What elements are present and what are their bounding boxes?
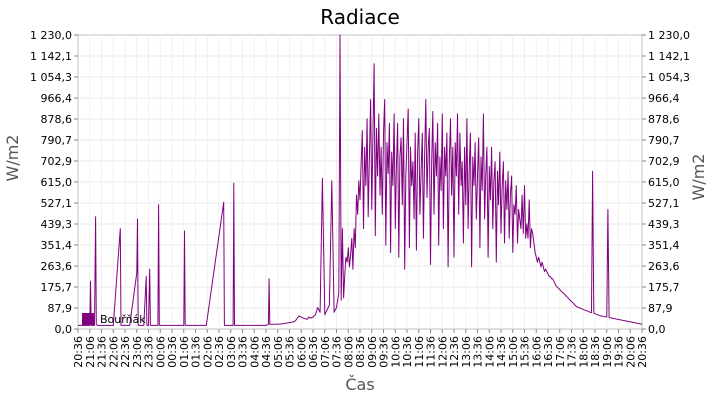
y-tick-label-right: 87,9 <box>648 302 673 315</box>
legend: Bouřňák <box>82 313 146 326</box>
y-tick-label-left: 351,4 <box>41 239 73 252</box>
y-tick-label-right: 175,7 <box>648 281 680 294</box>
y-axis-label-right: W/m2 <box>689 154 708 201</box>
y-tick-label-left: 1 054,3 <box>30 71 72 84</box>
x-tick-label: 20:36 <box>636 336 649 368</box>
series-layer <box>78 34 643 326</box>
y-axis-label-left: W/m2 <box>3 135 22 182</box>
y-tick-label-right: 966,4 <box>648 92 680 105</box>
x-tick-label: 01:06 <box>178 336 191 368</box>
x-tick-label: 21:36 <box>96 336 109 368</box>
y-tick-label-left: 1 230,0 <box>30 29 72 42</box>
legend-label: Bouřňák <box>100 313 146 326</box>
x-tick-label: 14:36 <box>495 336 508 368</box>
y-tick-label-right: 439,3 <box>648 218 680 231</box>
y-tick-label-left: 527,1 <box>41 197 73 210</box>
x-tick-label: 23:06 <box>131 336 144 368</box>
x-tick-label: 20:36 <box>72 336 85 368</box>
x-tick-label: 18:36 <box>589 336 602 368</box>
x-tick-label: 10:06 <box>389 336 402 368</box>
x-tick-label: 00:36 <box>166 336 179 368</box>
y-tick-label-right: 615,0 <box>648 176 680 189</box>
y-tick-label-left: 439,3 <box>41 218 73 231</box>
x-axis-label: Čas <box>345 375 374 394</box>
y-tick-label-left: 263,6 <box>41 260 73 273</box>
y-tick-label-right: 0,0 <box>648 323 666 336</box>
y-tick-label-left: 790,7 <box>41 134 73 147</box>
x-tick-label: 05:36 <box>284 336 297 368</box>
x-tick-label: 15:06 <box>507 336 520 368</box>
x-tick-label: 08:06 <box>342 336 355 368</box>
y-tick-label-left: 702,9 <box>41 155 73 168</box>
x-tick-label: 01:36 <box>190 336 203 368</box>
y-tick-label-right: 1 054,3 <box>648 71 690 84</box>
x-tick-label: 08:36 <box>354 336 367 368</box>
y-tick-label-right: 1 230,0 <box>648 29 690 42</box>
y-tick-label-right: 790,7 <box>648 134 680 147</box>
x-tick-label: 18:06 <box>577 336 590 368</box>
x-tick-label: 06:36 <box>307 336 320 368</box>
x-tick-label: 09:06 <box>366 336 379 368</box>
x-tick-label: 11:36 <box>425 336 438 368</box>
axes: 0,0 0,0 87,9 87,9 175,7 175,7 263,6 263,6 351,4 3… <box>30 29 690 368</box>
x-tick-label: 13:06 <box>460 336 473 368</box>
series-line <box>78 34 643 326</box>
x-tick-label: 17:36 <box>566 336 579 368</box>
x-tick-label: 10:36 <box>401 336 414 368</box>
y-tick-label-left: 615,0 <box>41 176 73 189</box>
y-tick-label-right: 527,1 <box>648 197 680 210</box>
y-tick-label-left: 0,0 <box>55 323 73 336</box>
x-tick-label: 15:36 <box>519 336 532 368</box>
x-tick-label: 16:36 <box>542 336 555 368</box>
y-tick-label-left: 878,6 <box>41 113 73 126</box>
x-tick-label: 17:06 <box>554 336 567 368</box>
x-tick-label: 23:36 <box>143 336 156 368</box>
x-tick-label: 04:36 <box>260 336 273 368</box>
y-tick-label-left: 966,4 <box>41 92 73 105</box>
x-tick-label: 12:06 <box>436 336 449 368</box>
x-tick-label: 11:06 <box>413 336 426 368</box>
x-tick-label: 07:06 <box>319 336 332 368</box>
x-tick-label: 12:36 <box>448 336 461 368</box>
y-tick-label-left: 87,9 <box>48 302 73 315</box>
legend-swatch <box>82 313 94 325</box>
x-tick-label: 03:36 <box>237 336 250 368</box>
x-tick-label: 21:06 <box>84 336 97 368</box>
grid <box>77 34 643 330</box>
x-tick-label: 19:36 <box>613 336 626 368</box>
x-tick-label: 00:06 <box>154 336 167 368</box>
x-tick-label: 02:06 <box>201 336 214 368</box>
x-tick-label: 19:06 <box>601 336 614 368</box>
x-tick-label: 20:06 <box>624 336 637 368</box>
x-tick-label: 22:06 <box>107 336 120 368</box>
y-tick-label-left: 1 142,1 <box>30 50 72 63</box>
y-tick-label-right: 878,6 <box>648 113 680 126</box>
x-tick-label: 22:36 <box>119 336 132 368</box>
x-tick-label: 09:36 <box>378 336 391 368</box>
y-tick-label-right: 702,9 <box>648 155 680 168</box>
y-tick-label-right: 351,4 <box>648 239 680 252</box>
y-tick-label-left: 175,7 <box>41 281 73 294</box>
x-tick-label: 14:06 <box>483 336 496 368</box>
x-tick-label: 06:06 <box>295 336 308 368</box>
x-tick-label: 07:36 <box>331 336 344 368</box>
x-tick-label: 05:06 <box>272 336 285 368</box>
x-tick-label: 02:36 <box>213 336 226 368</box>
x-tick-label: 04:06 <box>248 336 261 368</box>
y-tick-label-right: 263,6 <box>648 260 680 273</box>
x-tick-label: 13:36 <box>472 336 485 368</box>
chart-title: Radiace <box>320 5 400 29</box>
x-tick-label: 16:06 <box>530 336 543 368</box>
x-tick-label: 03:06 <box>225 336 238 368</box>
y-tick-label-right: 1 142,1 <box>648 50 690 63</box>
